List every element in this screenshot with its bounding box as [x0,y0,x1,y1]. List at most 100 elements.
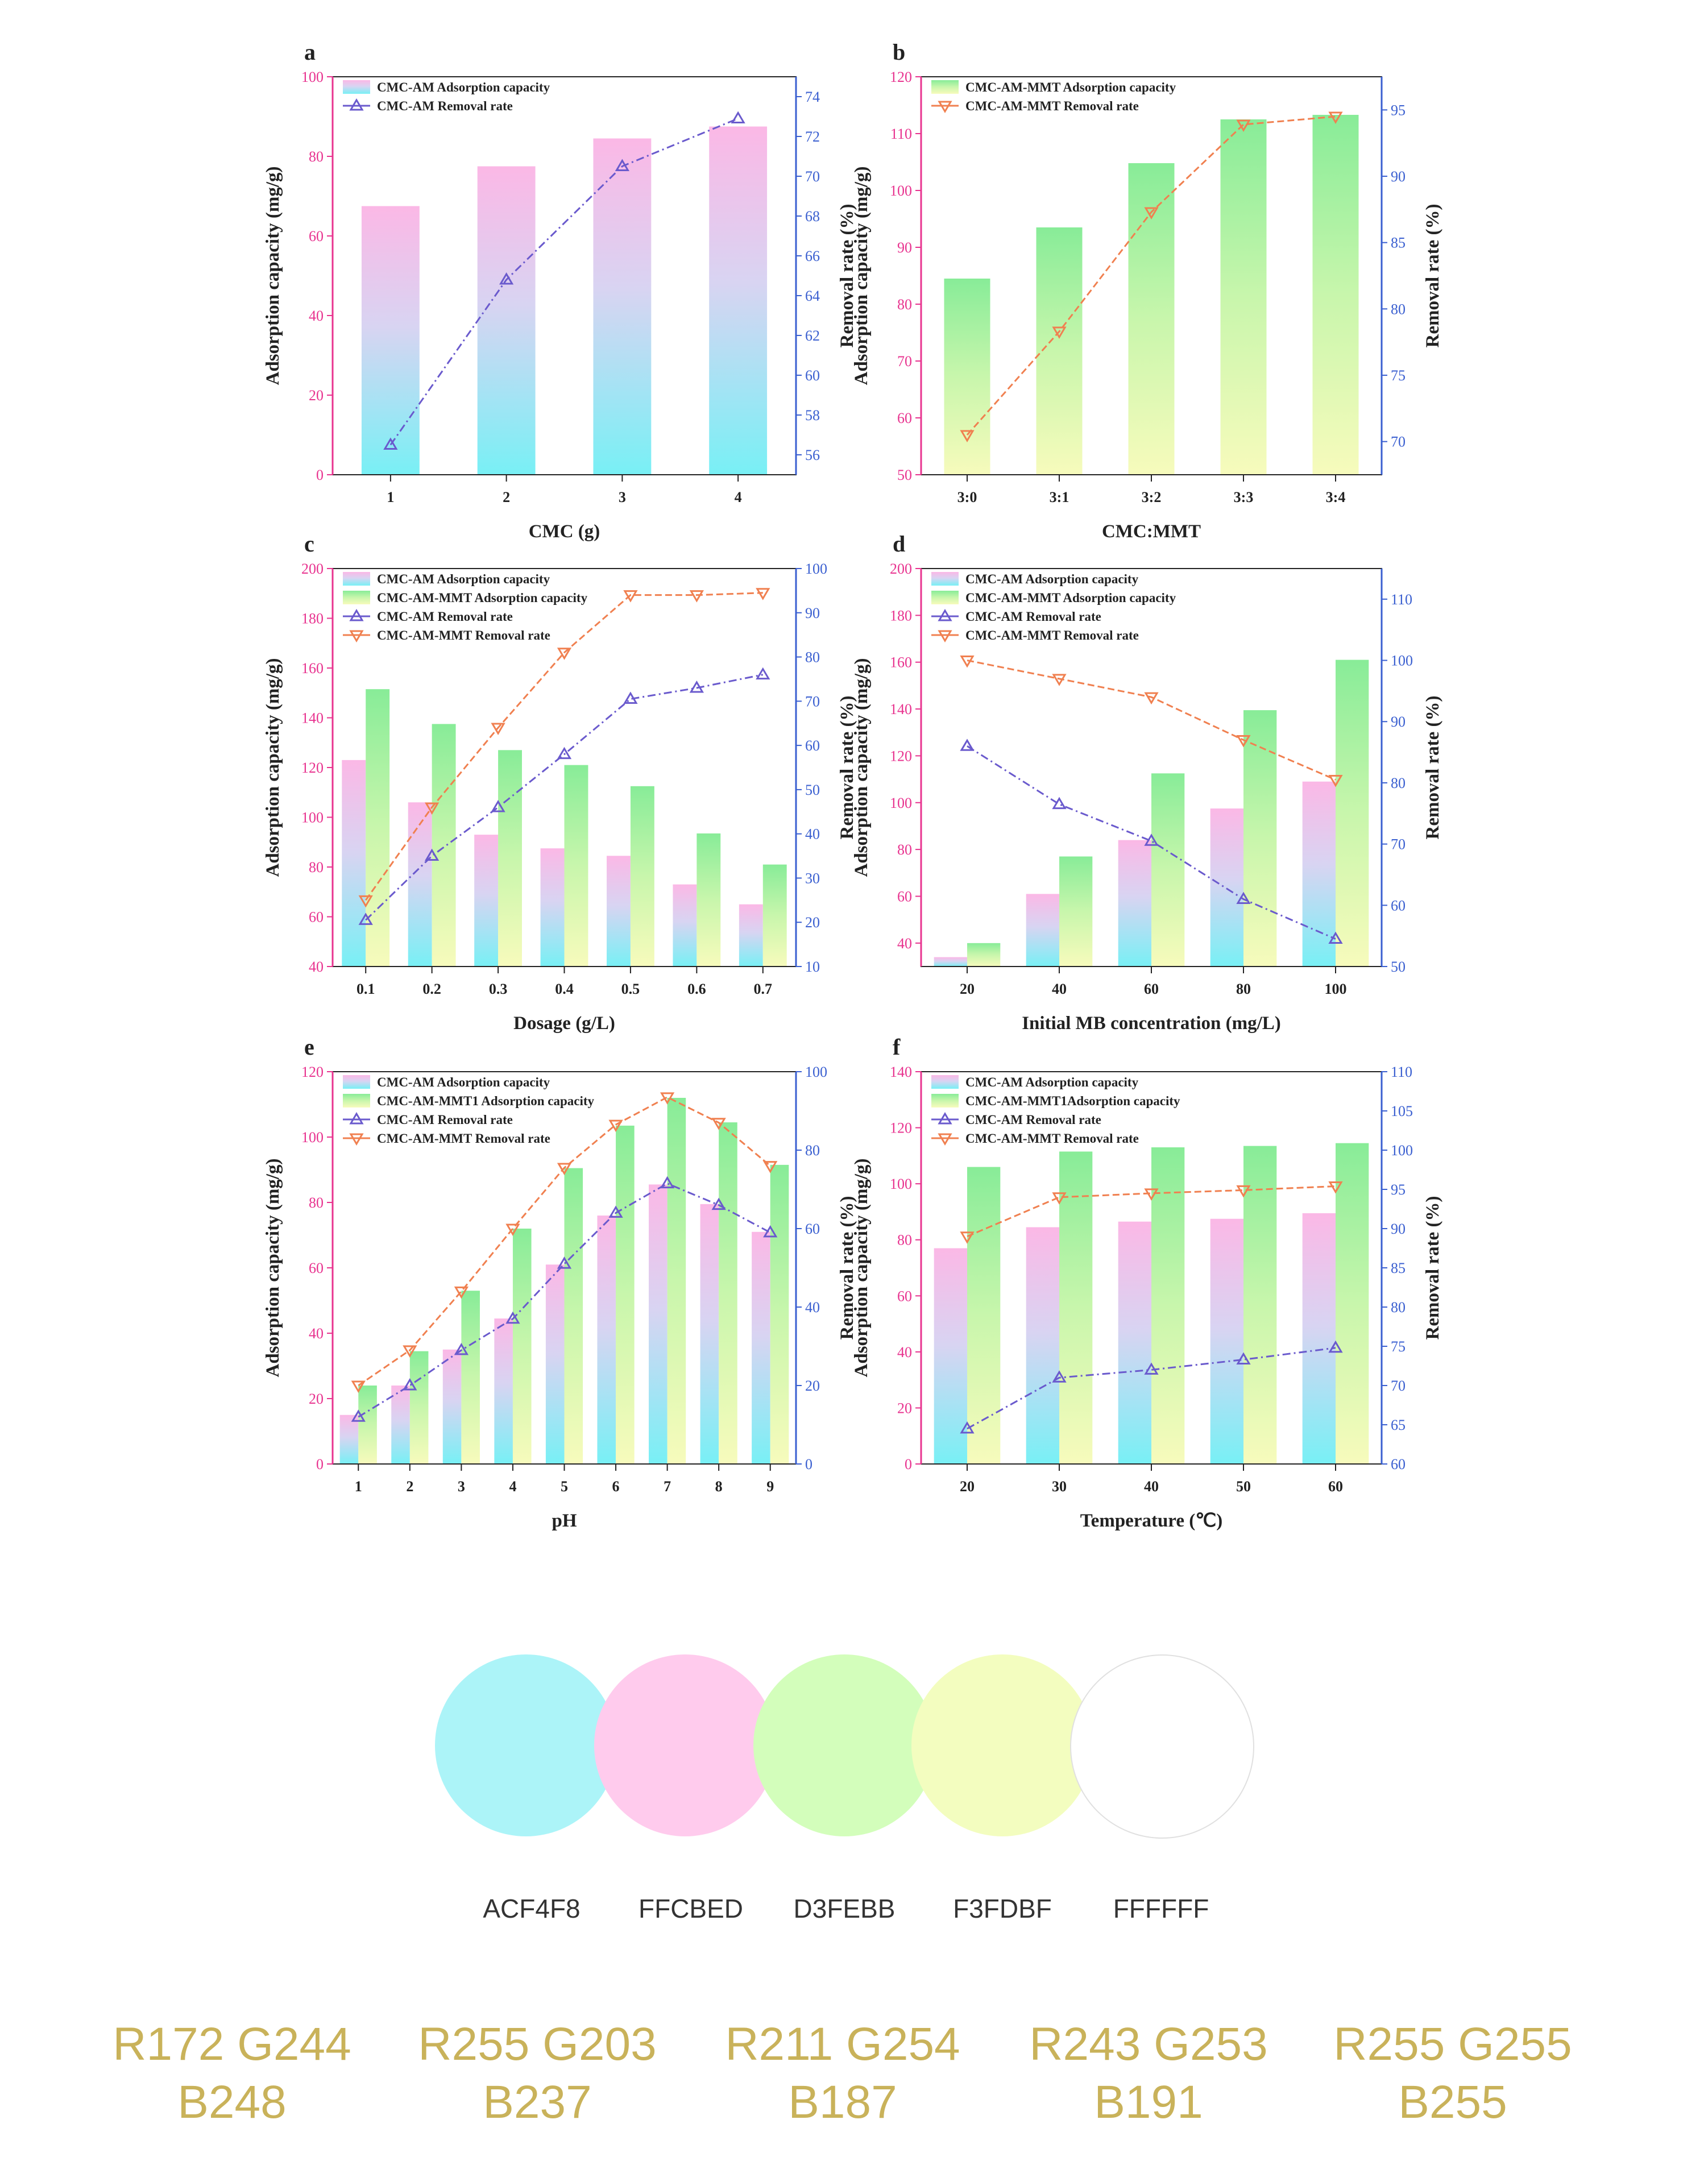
panel-label-e: e [304,1034,314,1060]
point-d-mmt-0 [960,656,975,668]
panel-label-d: d [893,531,905,557]
y-tick-label-c: 80 [309,859,324,876]
y2-tick-label-c: 40 [805,826,820,843]
line-c-am [365,674,764,921]
y-tick-label-d: 160 [890,654,912,671]
x-tick-label-e-2: 3 [458,1478,465,1495]
bar-c-am-6 [739,904,763,967]
point-f-mmt-2 [1144,1188,1159,1201]
y-tick-label-d: 180 [890,607,912,624]
y-tick-label-e: 80 [309,1194,324,1211]
y-tick-label-d: 60 [897,888,912,905]
point-e-mmt-4 [557,1163,572,1176]
y2-tick-label-f: 100 [1391,1142,1413,1159]
bar-c-mmt-6 [762,864,787,967]
y-axis-label-a: Adsorption capacity (mg/g) [263,167,283,385]
point-a-am-0 [383,437,398,450]
bar-f-am-1 [1026,1227,1059,1464]
x-tick-label-b-1: 3:1 [1050,489,1069,505]
y2-tick-label-a: 60 [805,367,820,384]
y2-tick-label-f: 70 [1391,1378,1406,1394]
point-e-am-3 [505,1311,520,1324]
y-tick-label-b: 110 [890,126,912,142]
y2-tick-label-f: 65 [1391,1417,1406,1433]
y-tick-label-e: 120 [301,1064,324,1080]
bar-d-mmt-1 [1059,856,1093,967]
x-tick-label-f-4: 60 [1328,1478,1343,1495]
x-tick-label-b-4: 3:4 [1326,489,1346,505]
legend-label-b: CMC-AM-MMT Removal rate [965,99,1139,113]
point-d-mmt-3 [1236,735,1251,748]
x-tick-label-b-3: 3:3 [1234,489,1254,505]
color-swatch [911,1654,1093,1836]
y-tick-label-d: 140 [890,701,912,717]
x-tick-label-b-0: 3:0 [957,489,977,505]
legend-label-d: CMC-AM-MMT Adsorption capacity [965,591,1176,605]
y2-tick-label-d: 60 [1391,897,1406,914]
bar-b-mmt-3 [1220,119,1267,475]
y-tick-label-e: 0 [316,1456,324,1473]
y-tick-label-f: 60 [897,1288,912,1304]
point-b-mmt-0 [960,430,975,442]
legend-swatch-e [343,1094,370,1108]
y2-tick-label-c: 30 [805,870,820,886]
legend-label-b: CMC-AM-MMT Adsorption capacity [965,80,1176,94]
point-e-am-6 [660,1176,675,1189]
y-tick-label-a: 100 [301,69,324,85]
color-swatch [435,1654,617,1836]
bar-f-mmt-2 [1151,1147,1185,1464]
color-swatch [1070,1654,1254,1839]
bar-c-am-5 [673,884,697,967]
y2-tick-label-d: 110 [1391,591,1412,608]
y2-tick-label-a: 66 [805,248,820,264]
x-tick-label-a-0: 1 [387,489,394,505]
legend-label-f: CMC-AM Adsorption capacity [965,1075,1139,1089]
y-tick-label-a: 20 [309,387,324,404]
x-tick-label-f-0: 20 [960,1478,975,1495]
point-c-mmt-4 [623,590,638,603]
legend-label-d: CMC-AM-MMT Removal rate [965,628,1139,642]
bar-e-mmt-8 [770,1164,789,1464]
x-tick-label-a-3: 4 [735,489,742,505]
bar-c-am-4 [607,856,631,967]
y2-tick-label-a: 74 [805,89,820,105]
bar-d-am-4 [1302,781,1336,967]
legend-marker-e [349,1112,364,1125]
y-tick-label-b: 90 [897,239,912,256]
y2-tick-label-f: 105 [1391,1103,1413,1119]
point-c-am-5 [689,681,704,693]
bar-a-am-1 [477,166,536,475]
y-tick-label-b: 80 [897,296,912,313]
y-tick-label-f: 120 [890,1120,912,1137]
point-c-am-6 [756,667,770,680]
legend-swatch-f [931,1094,959,1108]
x-tick-label-e-1: 2 [406,1478,413,1495]
y2-tick-label-b: 90 [1391,168,1406,185]
point-c-mmt-5 [689,590,704,603]
legend-label-a: CMC-AM Removal rate [377,99,513,113]
color-rgb-label: R255 G203 B237 [418,2018,657,2128]
bar-c-mmt-3 [564,765,588,967]
bar-e-mmt-6 [667,1098,686,1464]
point-c-mmt-1 [425,802,440,815]
panel-label-f: f [893,1034,901,1060]
bar-e-am-1 [391,1386,410,1464]
color-swatch [753,1654,935,1836]
y-tick-label-c: 120 [301,760,324,776]
point-c-am-4 [623,691,638,704]
point-a-am-2 [615,159,630,171]
y-tick-label-b: 70 [897,353,912,370]
bar-d-am-3 [1210,808,1243,967]
bar-c-mmt-4 [630,786,654,967]
bar-e-mmt-3 [512,1229,532,1464]
point-a-am-1 [499,272,514,285]
bar-f-am-3 [1210,1218,1243,1464]
point-e-mmt-0 [351,1380,366,1393]
x-tick-label-c-1: 0.2 [422,981,441,997]
line-e-mmt [358,1096,771,1387]
x-tick-label-e-5: 6 [612,1478,620,1495]
bar-f-mmt-4 [1336,1143,1369,1464]
x-tick-label-d-0: 20 [960,981,975,997]
bar-e-am-0 [339,1415,359,1464]
y-tick-label-c: 200 [301,561,324,577]
